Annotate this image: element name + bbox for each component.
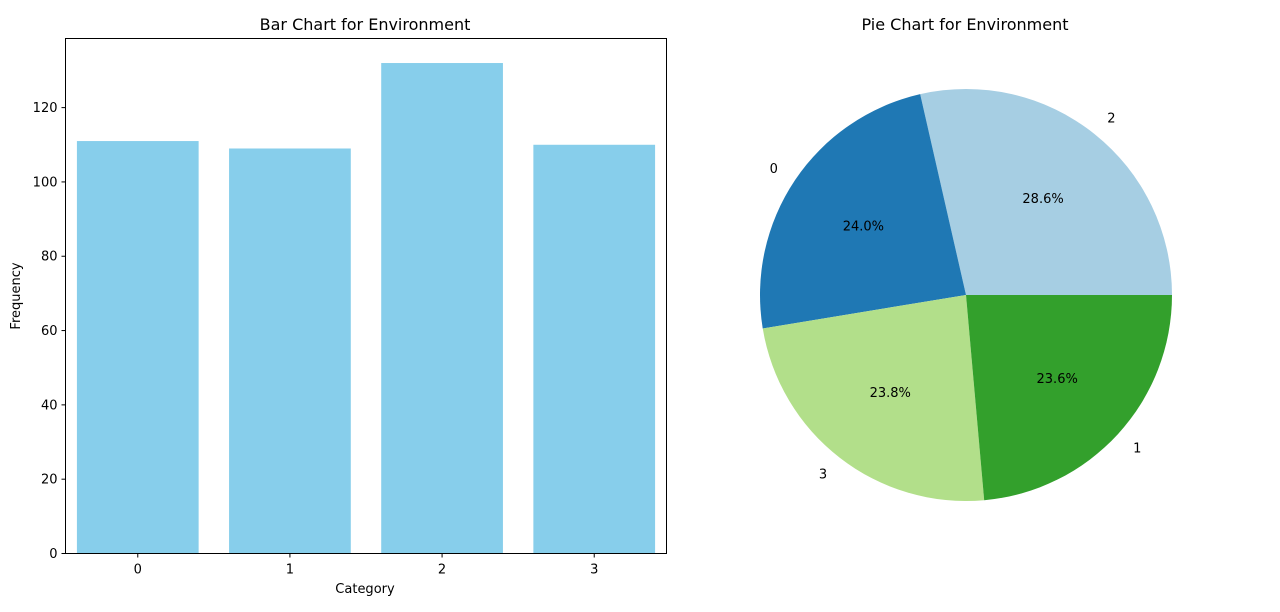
pie-slice-label: 1 — [1133, 441, 1141, 456]
bar-plot-frame — [65, 38, 667, 554]
y-tick-label: 0 — [49, 547, 57, 562]
pie-marks: 2 28.6% 0 24.0% 3 23.8% 1 23.6% — [760, 89, 1172, 501]
pie-slice-0 — [760, 94, 966, 329]
y-tick-label: 40 — [41, 398, 58, 413]
x-tick-label: 3 — [590, 563, 598, 578]
y-tick-label: 120 — [33, 101, 58, 116]
bar-y-axis-ticks: 0 20 40 60 80 100 120 — [33, 101, 66, 562]
pie-slice-2 — [920, 89, 1172, 295]
pie-slice-3 — [762, 295, 985, 501]
bar-x-axis-label: Category — [335, 582, 395, 597]
bar-1 — [229, 148, 351, 554]
bar-0 — [76, 141, 199, 554]
y-tick-label: 60 — [41, 324, 58, 339]
bar-2 — [381, 63, 503, 554]
pie-chart-title: Pie Chart for Environment — [862, 15, 1069, 34]
pie-slice-label: 2 — [1107, 111, 1115, 126]
bar-chart: Bar Chart for Environment 02040608010012… — [9, 15, 667, 597]
x-tick-label: 2 — [438, 563, 446, 578]
bar-x-axis-ticks: 0 1 2 3 — [134, 553, 598, 578]
pie-slice-percent: 28.6% — [1022, 192, 1063, 207]
pie-slice-label: 3 — [819, 468, 827, 483]
bar-y-axis-label: Frequency — [9, 262, 24, 329]
y-tick-label: 20 — [41, 473, 58, 488]
pie-slice-label: 0 — [770, 162, 778, 177]
bar-chart-title: Bar Chart for Environment — [260, 15, 471, 34]
y-tick-label: 80 — [41, 250, 58, 265]
bar-marks — [76, 63, 656, 554]
pie-slice-percent: 23.6% — [1037, 372, 1078, 387]
pie-slice-percent: 24.0% — [843, 220, 884, 235]
pie-chart: Pie Chart for Environment 228.6%024.0%32… — [760, 15, 1172, 501]
y-tick-label: 100 — [33, 175, 58, 190]
pie-slice-1 — [966, 295, 1172, 501]
x-tick-label: 0 — [134, 563, 142, 578]
pie-slice-percent: 23.8% — [870, 386, 911, 401]
x-tick-label: 1 — [286, 563, 294, 578]
bar-3 — [533, 144, 656, 554]
